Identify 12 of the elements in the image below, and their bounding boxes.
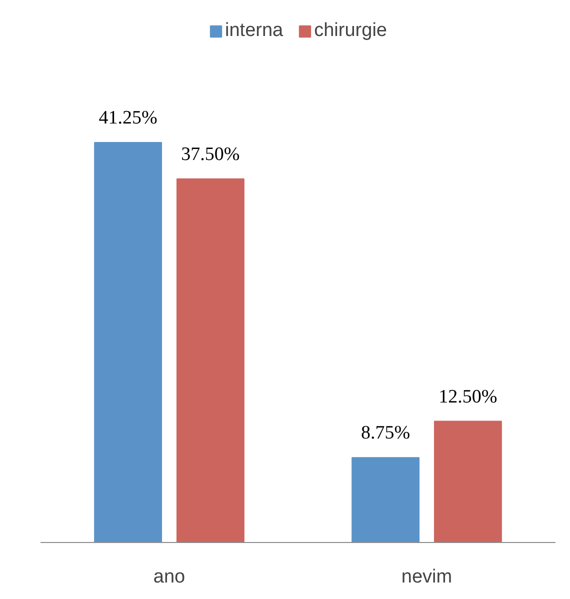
x-tick-label: ano [153,566,186,588]
bar [434,420,502,542]
bar [176,178,244,542]
x-tick-label: nevim [401,566,452,588]
data-label: 37.50% [181,144,240,165]
legend-label: chirurgie [314,20,387,42]
data-label: 12.50% [438,386,498,408]
data-label: 41.25% [98,108,158,128]
data-label: 8.75% [361,422,410,444]
bar [94,142,162,542]
legend-label: interna [225,20,284,42]
bar [352,457,420,542]
